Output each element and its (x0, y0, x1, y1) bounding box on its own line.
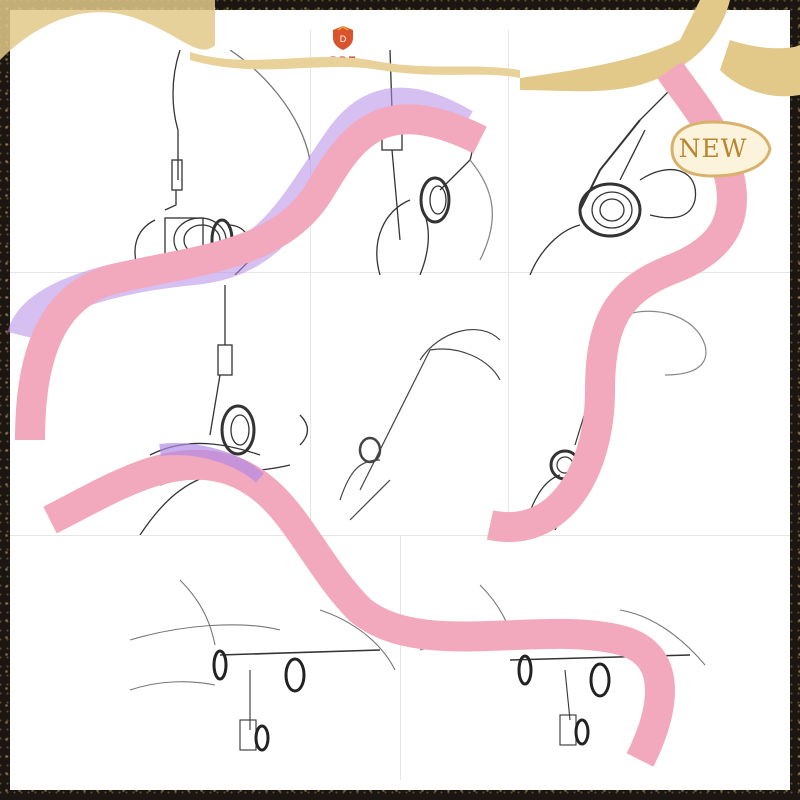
step-8-illustration (410, 570, 710, 770)
step-7-illustration (120, 570, 400, 770)
brand-logo: D DDF (322, 24, 364, 74)
new-badge-label: NEW (678, 134, 748, 163)
step-2-illustration (320, 50, 510, 275)
grid-divider (400, 535, 401, 780)
step-6-illustration (515, 295, 715, 530)
step-5-illustration (320, 300, 510, 530)
new-badge: NEW (654, 118, 772, 180)
step-1-illustration (110, 50, 310, 275)
brand-name: DDF (329, 54, 357, 68)
grid-divider (310, 30, 311, 535)
svg-text:D: D (340, 34, 347, 44)
step-4-illustration (120, 285, 310, 535)
shield-icon: D (329, 24, 357, 52)
